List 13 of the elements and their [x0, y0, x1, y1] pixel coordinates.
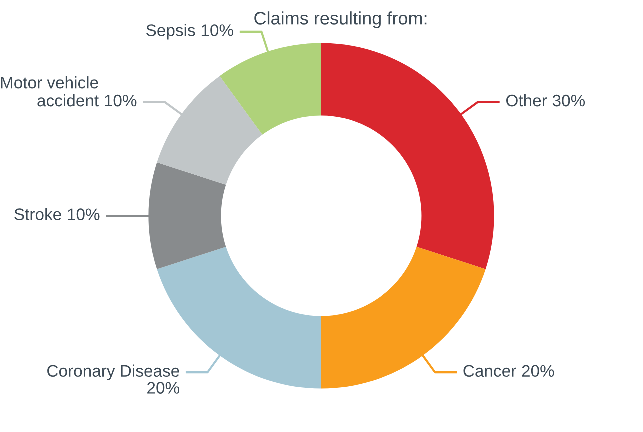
data-label: 10% — [105, 94, 137, 107]
data-label: 30% — [552, 94, 586, 107]
chart-title: Claims resulting from: — [254, 12, 427, 28]
data-label: 20% — [522, 365, 554, 378]
slice-label: Stroke — [14, 208, 62, 220]
data-label: 20% — [148, 382, 180, 394]
slice-label: Cancer — [464, 365, 516, 378]
slice-label: Coronary Disease — [48, 364, 180, 380]
data-label: 10% — [68, 208, 100, 220]
slice-label: Other — [506, 94, 548, 107]
slice-label: Sepsis — [146, 24, 196, 40]
slice-label: Motor vehicle accident — [1, 76, 99, 107]
data-label: 10% — [202, 24, 234, 36]
